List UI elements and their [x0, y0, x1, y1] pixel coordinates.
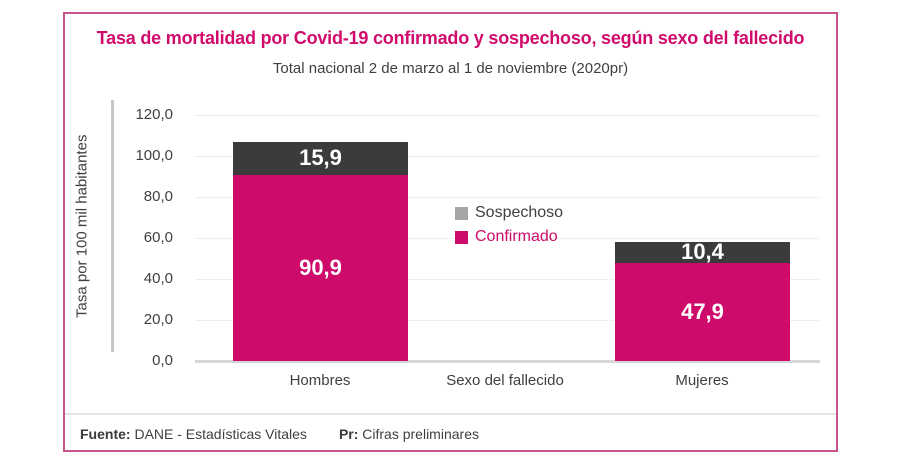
gridline	[195, 197, 820, 198]
pr-label: Pr:	[338, 426, 359, 442]
bar-hombres: 15,9 90,9	[233, 142, 408, 361]
x-axis-baseline	[195, 360, 820, 363]
chart-title: Tasa de mortalidad por Covid-19 confirma…	[96, 28, 805, 48]
y-tick-label: 40,0	[143, 270, 173, 287]
fuente-text: DANE - Estadísticas Vitales	[134, 426, 307, 442]
legend: Sospechoso Confirmado	[455, 204, 563, 246]
fuente-label: Fuente:	[80, 426, 131, 442]
value-label-confirmado-hombres: 90,9	[299, 254, 342, 280]
y-axis-title: Tasa por 100 mil habitantes	[73, 134, 91, 318]
y-tick-label: 120,0	[135, 106, 173, 123]
gridline	[195, 279, 820, 280]
gridline	[195, 320, 820, 321]
pr-text: Cifras preliminares	[362, 426, 479, 442]
x-category-mujeres: Mujeres	[675, 372, 729, 389]
segment-sospechoso-mujeres: 10,4	[615, 241, 790, 263]
value-label-confirmado-mujeres: 47,9	[681, 298, 724, 324]
x-axis-labels: Hombres Sexo del fallecido Mujeres	[65, 372, 836, 392]
legend-swatch-icon	[455, 206, 468, 220]
gridline	[195, 115, 820, 116]
y-tick-label: 0,0	[152, 352, 173, 369]
y-tick-label: 100,0	[135, 147, 173, 164]
y-axis-line	[111, 100, 114, 352]
legend-swatch-icon	[455, 230, 468, 244]
chart-subtitle: Total nacional 2 de marzo al 1 de noviem…	[272, 60, 629, 77]
chart-card: Tasa de mortalidad por Covid-19 confirma…	[63, 12, 838, 452]
legend-item-sospechoso: Sospechoso	[455, 204, 563, 222]
bar-mujeres: 10,4 47,9	[615, 241, 790, 361]
legend-item-confirmado: Confirmado	[455, 228, 563, 246]
footer-divider	[65, 413, 836, 415]
legend-label: Sospechoso	[475, 204, 564, 221]
source-footer: Fuente: DANE - Estadísticas Vitales Pr: C…	[80, 426, 479, 442]
y-tick-label: 20,0	[143, 311, 173, 328]
pr-note: Pr: Cifras preliminares	[339, 426, 479, 442]
gridline	[195, 156, 820, 157]
y-tick-label: 80,0	[143, 188, 173, 205]
gridline	[195, 238, 820, 239]
value-label-sospechoso-hombres: 15,9	[299, 145, 342, 171]
y-axis-tick-labels: 0,0 20,0 40,0 60,0 80,0 100,0 120,0	[105, 14, 173, 450]
x-axis-title: Sexo del fallecido	[446, 372, 564, 389]
y-tick-label: 60,0	[143, 229, 173, 246]
x-category-hombres: Hombres	[289, 372, 351, 389]
legend-label: Confirmado	[475, 228, 558, 245]
fuente-note: Fuente: DANE - Estadísticas Vitales	[80, 426, 307, 442]
plot-area: 15,9 90,9 10,4 47,9	[195, 115, 820, 363]
segment-confirmado-mujeres: 47,9	[615, 262, 790, 361]
segment-confirmado-hombres: 90,9	[233, 174, 408, 361]
segment-sospechoso-hombres: 15,9	[233, 142, 408, 175]
value-label-sospechoso-mujeres: 10,4	[681, 241, 724, 263]
